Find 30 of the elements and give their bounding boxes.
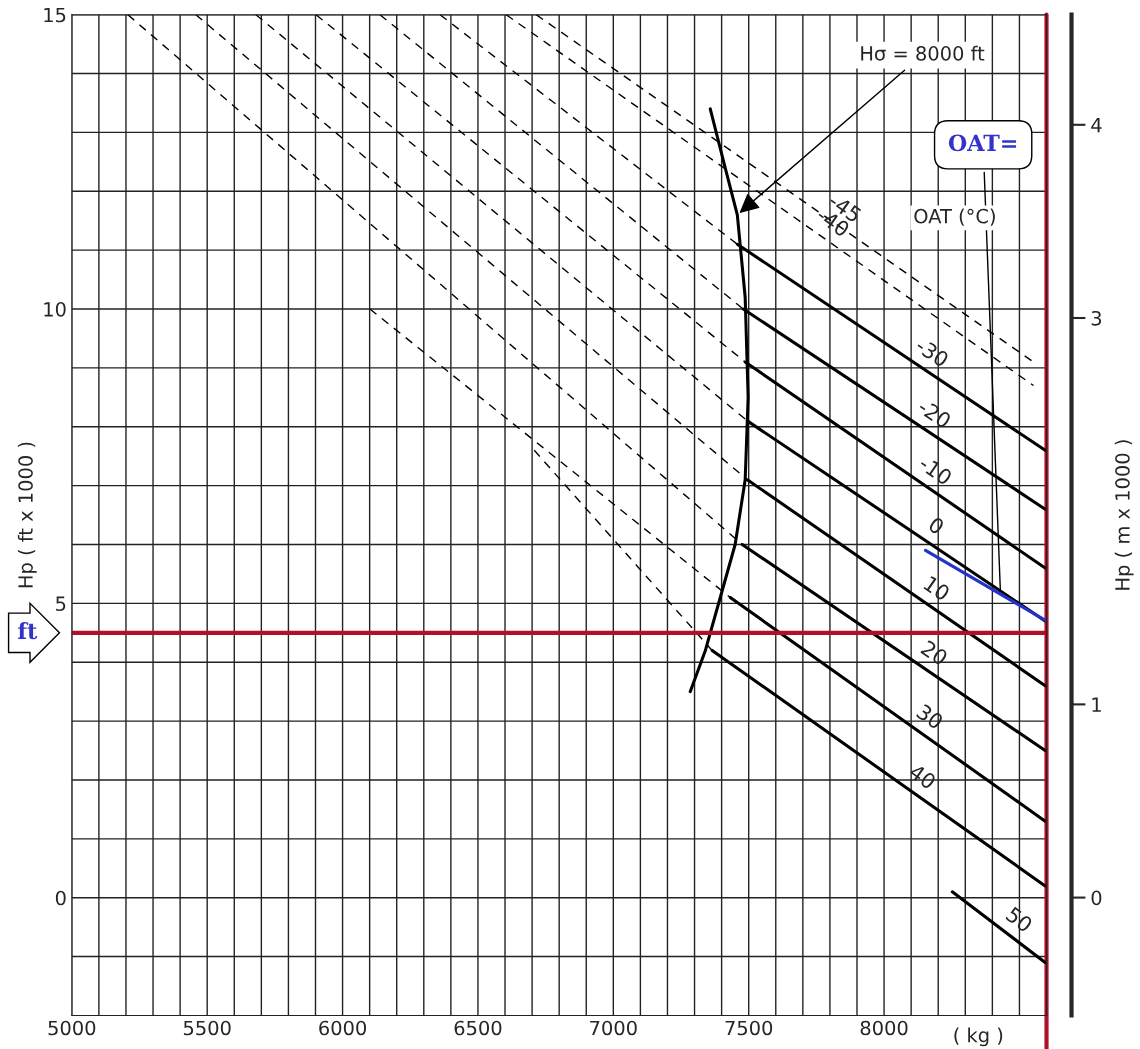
- y-tick-label: 0: [55, 890, 66, 906]
- annotation: Hσ = 8000 ft: [861, 45, 985, 61]
- annotation: OAT=: [948, 134, 1017, 152]
- annotation: ft: [18, 622, 38, 640]
- x-axis-title: ( kg ): [954, 1027, 1003, 1047]
- y-axis-title: Hp ( ft x 1000 ): [17, 442, 37, 588]
- x-tick-label: 5500: [183, 1020, 231, 1036]
- text: -30: [914, 337, 950, 368]
- text: 30: [915, 703, 945, 730]
- text: 40: [908, 763, 937, 790]
- text: 10: [923, 575, 951, 602]
- y2-tick-label: 0: [1091, 890, 1102, 906]
- x-tick-label: 7500: [725, 1020, 773, 1036]
- y-tick-label: 15: [44, 7, 66, 23]
- x-tick-label: 8000: [860, 1020, 908, 1036]
- x-tick-label: 5000: [48, 1020, 96, 1036]
- y2-tick-label: 4: [1091, 118, 1102, 133]
- y-tick-label: 5: [56, 596, 66, 612]
- y2-tick-label: 3: [1091, 310, 1102, 326]
- text: 20: [920, 639, 949, 667]
- text: -10: [918, 454, 953, 486]
- text: 0: [927, 516, 946, 536]
- text: -20: [916, 398, 953, 429]
- x-tick-label: 6000: [319, 1020, 367, 1036]
- y2-axis-title: Hp ( m x 1000 ): [1114, 440, 1134, 590]
- x-tick-label: 6500: [454, 1020, 502, 1036]
- x-tick-label: 7000: [590, 1020, 637, 1036]
- y-tick-label: 10: [44, 301, 66, 317]
- annotation: OAT (°C): [914, 208, 995, 226]
- y2-tick-label: 1: [1092, 697, 1101, 712]
